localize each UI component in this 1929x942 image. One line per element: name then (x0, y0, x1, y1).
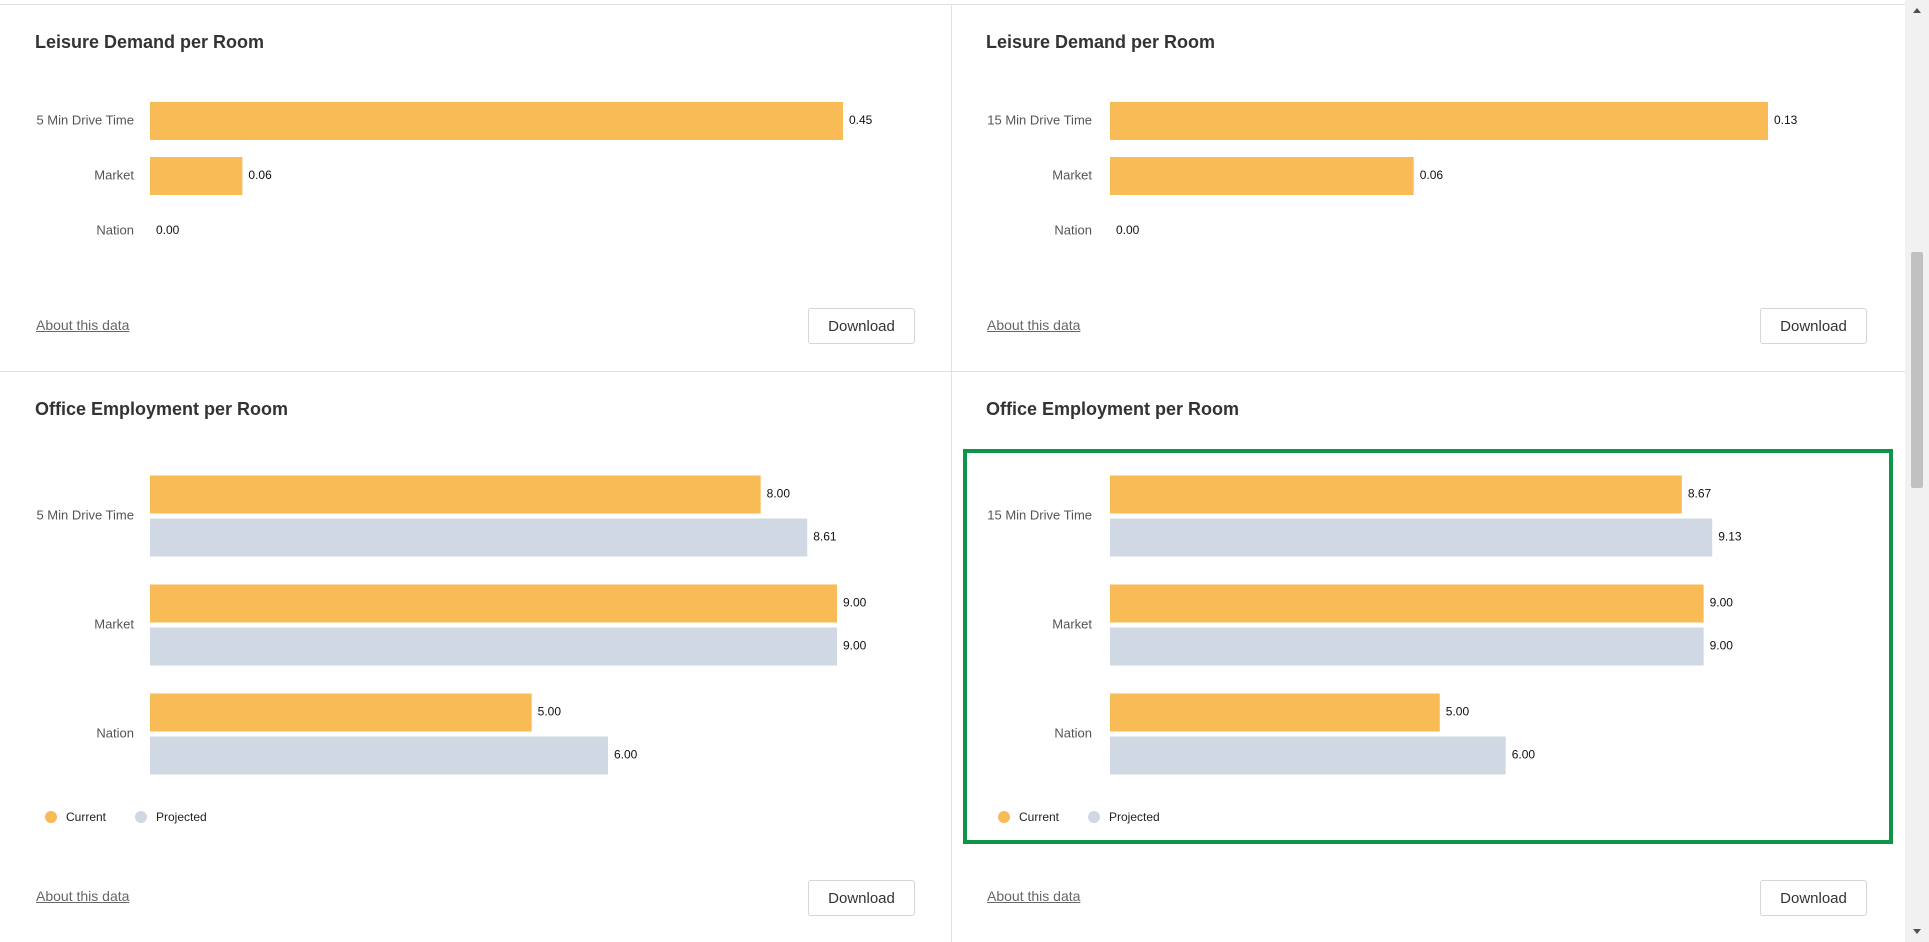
legend-label-projected: Projected (156, 810, 207, 824)
category-label-5-min-drive-time: 5 Min Drive Time (36, 112, 134, 127)
leisure-demand-chart-5min: 5 Min Drive Time 0.45 Market 0.06 Nation 0.00 (36, 102, 873, 237)
bar-projected-nation[interactable] (1110, 736, 1506, 775)
value-label-market: 0.06 (248, 168, 272, 182)
download-button[interactable]: Download (808, 308, 915, 344)
top-divider (0, 4, 1905, 5)
category-label-nation: Nation (96, 725, 134, 740)
bar-current-nation[interactable] (150, 693, 532, 732)
category-label-5-min-drive-time: 5 Min Drive Time (36, 507, 134, 522)
office-employment-chart-15min: 15 Min Drive Time 8.67 9.13 Market 9.00 9.00 N… (987, 475, 1742, 824)
row-divider (0, 371, 1905, 372)
column-divider (951, 4, 952, 942)
about-this-data-link[interactable]: About this data (36, 317, 130, 333)
value-label-current-market: 9.00 (843, 596, 867, 610)
bar-current-5-min-drive-time[interactable] (150, 475, 761, 514)
scroll-up-arrow-icon[interactable] (1913, 8, 1921, 13)
vertical-scrollbar[interactable] (1905, 0, 1929, 942)
legend-swatch-projected (1088, 811, 1100, 823)
legend-swatch-current (45, 811, 57, 823)
value-label-current-market: 9.00 (1710, 596, 1734, 610)
download-button[interactable]: Download (1760, 308, 1867, 344)
bar-current-15-min-drive-time[interactable] (1110, 475, 1682, 514)
legend-label-projected: Projected (1109, 810, 1160, 824)
bar-projected-market[interactable] (150, 627, 837, 666)
office-employment-panel-15min: Office Employment per Room 15 Min Drive … (952, 372, 1905, 942)
bar-5-min-drive-time[interactable] (150, 102, 843, 140)
leisure-demand-panel-5min: Leisure Demand per Room 5 Min Drive Time… (0, 0, 951, 371)
bar-projected-nation[interactable] (150, 736, 608, 775)
value-label-market: 0.06 (1420, 168, 1444, 182)
value-label-projected-nation: 6.00 (614, 748, 638, 762)
category-label-nation: Nation (96, 222, 134, 237)
value-label-current-nation: 5.00 (538, 705, 562, 719)
legend-label-current: Current (1019, 810, 1060, 824)
leisure-demand-chart-15min: 15 Min Drive Time 0.13 Market 0.06 Nation 0.0… (987, 102, 1798, 237)
value-label-nation: 0.00 (1116, 223, 1140, 237)
value-label-15-min-drive-time: 0.13 (1774, 113, 1798, 127)
bar-market[interactable] (1110, 157, 1414, 195)
category-label-15-min-drive-time: 15 Min Drive Time (987, 112, 1092, 127)
bar-market[interactable] (150, 157, 243, 195)
bar-current-market[interactable] (1110, 584, 1704, 623)
value-label-current-5-min-drive-time: 8.00 (767, 487, 791, 501)
panel-title: Leisure Demand per Room (35, 32, 265, 52)
category-label-nation: Nation (1054, 725, 1092, 740)
category-label-nation: Nation (1054, 222, 1092, 237)
value-label-current-15-min-drive-time: 8.67 (1688, 487, 1712, 501)
panel-title: Office Employment per Room (35, 399, 289, 419)
bar-current-market[interactable] (150, 584, 837, 623)
bar-projected-15-min-drive-time[interactable] (1110, 518, 1713, 557)
category-label-market: Market (94, 616, 134, 631)
scroll-down-arrow-icon[interactable] (1913, 929, 1921, 934)
value-label-projected-15-min-drive-time: 9.13 (1718, 530, 1742, 544)
value-label-current-nation: 5.00 (1446, 705, 1470, 719)
office-employment-chart-5min: 5 Min Drive Time 8.00 8.61 Market 9.00 9.00 Na… (36, 475, 867, 824)
bar-projected-market[interactable] (1110, 627, 1704, 666)
download-button[interactable]: Download (808, 880, 915, 916)
bar-15-min-drive-time[interactable] (1110, 102, 1768, 140)
download-button[interactable]: Download (1760, 880, 1867, 916)
leisure-demand-panel-15min: Leisure Demand per Room 15 Min Drive Tim… (952, 0, 1905, 371)
category-label-15-min-drive-time: 15 Min Drive Time (987, 507, 1092, 522)
panel-title: Office Employment per Room (986, 399, 1240, 419)
value-label-projected-nation: 6.00 (1512, 748, 1536, 762)
about-this-data-link[interactable]: About this data (987, 888, 1081, 904)
category-label-market: Market (94, 167, 134, 182)
scrollbar-thumb[interactable] (1911, 252, 1923, 488)
panel-title: Leisure Demand per Room (986, 32, 1216, 52)
value-label-5-min-drive-time: 0.45 (849, 113, 873, 127)
bar-projected-5-min-drive-time[interactable] (150, 518, 808, 557)
category-label-market: Market (1052, 167, 1092, 182)
legend-label-current: Current (66, 810, 107, 824)
category-label-market: Market (1052, 616, 1092, 631)
legend-swatch-projected (135, 811, 147, 823)
office-employment-panel-5min: Office Employment per Room 5 Min Drive T… (0, 372, 951, 942)
value-label-projected-5-min-drive-time: 8.61 (813, 530, 837, 544)
about-this-data-link[interactable]: About this data (36, 888, 130, 904)
bar-current-nation[interactable] (1110, 693, 1440, 732)
value-label-nation: 0.00 (156, 223, 180, 237)
legend-swatch-current (998, 811, 1010, 823)
value-label-projected-market: 9.00 (1710, 639, 1734, 653)
value-label-projected-market: 9.00 (843, 639, 867, 653)
about-this-data-link[interactable]: About this data (987, 317, 1081, 333)
